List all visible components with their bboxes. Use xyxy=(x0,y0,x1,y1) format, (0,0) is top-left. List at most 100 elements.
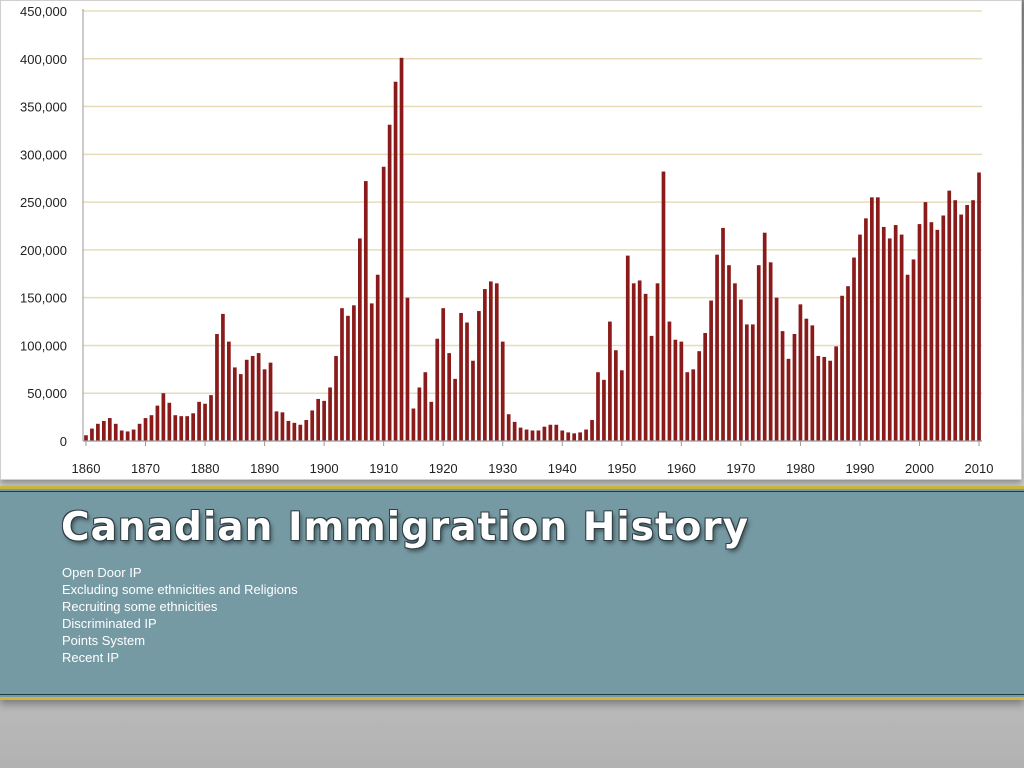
bar-1905 xyxy=(352,305,356,441)
bar-1978 xyxy=(786,358,791,441)
bar-1979 xyxy=(792,333,797,441)
bar-1971 xyxy=(744,324,749,441)
bar-1861 xyxy=(90,428,94,441)
bar-1995 xyxy=(887,238,892,441)
bar-1904 xyxy=(346,315,350,441)
bar-1885 xyxy=(232,367,237,441)
bar-1872 xyxy=(155,405,160,441)
bar-1991 xyxy=(864,218,868,441)
bar-1894 xyxy=(286,420,291,441)
bar-1930 xyxy=(500,341,505,441)
bar-1926 xyxy=(477,311,481,441)
y-tick-labels: 0 50,000 100,000 150,000 200,000 250,000 300,0… xyxy=(20,4,67,449)
bar-1901 xyxy=(328,387,332,441)
bar-1863 xyxy=(101,420,106,441)
bar-1990 xyxy=(858,234,862,441)
bar-1871 xyxy=(149,415,154,441)
bar-1935 xyxy=(530,430,535,441)
bar-1970 xyxy=(739,299,743,441)
bar-2009 xyxy=(971,200,975,441)
y-tick-label: 200,000 xyxy=(20,243,67,258)
bar-1943 xyxy=(578,432,582,441)
bar-1931 xyxy=(506,414,511,441)
y-tick-label: 100,000 xyxy=(20,338,67,353)
bar-1915 xyxy=(411,408,416,441)
bar-1965 xyxy=(709,300,713,441)
bar-1911 xyxy=(387,124,392,441)
bar-1866 xyxy=(119,430,124,441)
bar-1887 xyxy=(244,359,249,441)
bar-1937 xyxy=(542,426,547,441)
bar-1997 xyxy=(899,234,904,441)
bar-1954 xyxy=(643,293,648,441)
bullet-item: Discriminated IP xyxy=(62,616,157,631)
bar-1874 xyxy=(167,402,172,441)
bar-1947 xyxy=(602,379,606,441)
bar-1986 xyxy=(834,346,838,441)
bullet-item: Open Door IP xyxy=(62,565,142,580)
bar-1983 xyxy=(816,355,821,441)
bar-1890 xyxy=(262,369,267,441)
bar-1927 xyxy=(483,289,487,441)
x-tick-label: 1920 xyxy=(429,461,458,476)
gridlines xyxy=(83,10,982,394)
bar-1879 xyxy=(197,401,201,441)
bar-1902 xyxy=(334,355,338,441)
band-bottom-rule xyxy=(0,694,1024,695)
bar-1914 xyxy=(405,297,410,441)
bar-1996 xyxy=(893,225,898,441)
bar-1982 xyxy=(810,325,815,441)
bar-1883 xyxy=(221,313,225,441)
x-tick-label: 1940 xyxy=(548,461,577,476)
bar-1972 xyxy=(750,324,755,441)
bar-1969 xyxy=(733,283,737,441)
bar-1968 xyxy=(727,265,731,441)
bar-1957 xyxy=(661,171,666,442)
bar-1922 xyxy=(453,378,457,441)
bar-1908 xyxy=(369,303,374,441)
bar-1934 xyxy=(524,429,529,441)
bar-1903 xyxy=(340,308,344,441)
bar-1919 xyxy=(435,338,440,441)
bar-2007 xyxy=(959,214,964,441)
bar-1992 xyxy=(870,197,874,441)
bar-1898 xyxy=(310,410,315,441)
bar-1929 xyxy=(494,283,499,441)
bar-1976 xyxy=(774,297,779,441)
bar-1892 xyxy=(274,411,279,441)
bar-1964 xyxy=(703,333,708,441)
bar-1952 xyxy=(631,283,636,441)
bar-1878 xyxy=(191,413,195,441)
bar-2008 xyxy=(965,204,969,441)
bullet-item: Recent IP xyxy=(62,650,120,665)
x-tick-label: 1970 xyxy=(726,461,755,476)
bar-1884 xyxy=(227,341,231,441)
band-top-rule xyxy=(0,491,1024,492)
y-tick-label: 150,000 xyxy=(20,291,67,306)
axes xyxy=(82,9,982,446)
bar-1962 xyxy=(691,369,696,441)
x-tick-label: 2010 xyxy=(965,461,994,476)
bar-1896 xyxy=(298,424,303,441)
bar-2010 xyxy=(977,172,981,441)
x-tick-labels: 1860 1870 1880 1890 1900 1910 1920 1930 1940 1950… xyxy=(72,461,994,476)
bar-1984 xyxy=(822,356,827,441)
bar-1993 xyxy=(875,197,880,441)
bar-1900 xyxy=(322,400,326,441)
bar-1873 xyxy=(161,393,166,441)
bar-1951 xyxy=(625,255,630,441)
bar-1999 xyxy=(911,259,916,441)
bar-1974 xyxy=(762,232,767,441)
bar-1895 xyxy=(292,422,297,441)
bar-1893 xyxy=(280,412,285,441)
bar-1955 xyxy=(649,335,654,441)
y-tick-label: 250,000 xyxy=(20,195,67,210)
y-tick-label: 350,000 xyxy=(20,100,67,115)
bar-2000 xyxy=(917,224,922,441)
x-tick-label: 1960 xyxy=(667,461,696,476)
bar-2002 xyxy=(929,222,934,441)
bar-1906 xyxy=(357,238,362,441)
x-tick-label: 1910 xyxy=(369,461,398,476)
bar-1907 xyxy=(363,181,368,442)
bar-1946 xyxy=(596,372,600,441)
